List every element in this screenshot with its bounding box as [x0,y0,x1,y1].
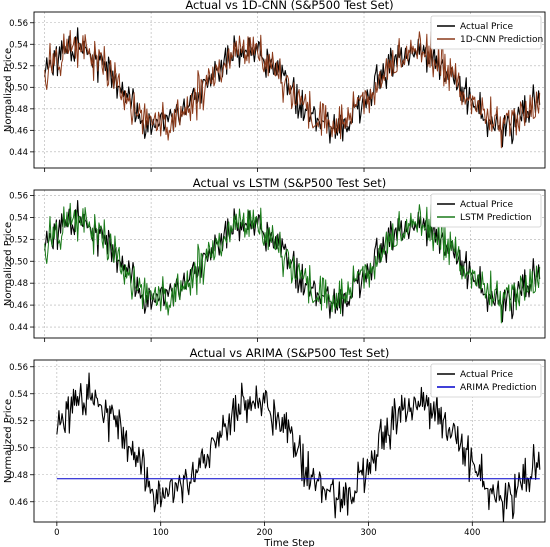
y-tick-label: 0.46 [9,126,28,136]
y-tick-label: 0.52 [9,417,28,427]
series-line-actual-price [44,27,541,148]
legend [430,193,542,228]
legend-label: Actual Price [460,22,513,32]
chart-title: Actual vs 1D-CNN (S&P500 Test Set) [185,0,393,12]
series-line-actual-price [56,372,541,523]
y-tick-label: 0.44 [9,323,28,333]
y-tick-label: 0.44 [9,148,28,158]
y-tick-label: 0.46 [9,498,28,508]
y-tick-label: 0.56 [9,191,28,201]
y-tick-label: 0.54 [9,40,28,50]
x-tick-label: 300 [360,528,376,538]
y-tick-label: 0.54 [9,213,28,223]
x-tick-label: 200 [256,528,272,538]
y-tick-label: 0.56 [9,19,28,29]
series-line-prediction [44,29,541,149]
plot-frame [33,359,546,523]
y-tick-label: 0.48 [9,471,28,481]
plot-frame [33,189,546,339]
legend-label: Actual Price [460,370,513,380]
plot-frame [33,11,546,169]
y-tick-label: 0.46 [9,301,28,311]
y-tick-label: 0.54 [9,390,28,400]
legend-label: Actual Price [460,200,513,210]
y-tick-label: 0.50 [9,444,28,454]
y-tick-label: 0.50 [9,257,28,267]
series-line-actual-price [44,200,541,323]
x-tick-label: 400 [464,528,480,538]
y-axis-label: Normalized Price [3,222,14,306]
y-tick-label: 0.56 [9,363,28,373]
legend-label: 1D-CNN Prediction [460,35,543,45]
x-tick-label: 100 [153,528,169,538]
y-axis-label: Normalized Price [3,399,14,483]
y-tick-label: 0.50 [9,83,28,93]
legend [430,15,542,50]
y-tick-label: 0.48 [9,279,28,289]
x-axis-label: Time Step [263,538,314,547]
legend [430,363,542,398]
y-axis-label: Normalized Price [3,48,14,132]
x-tick-label: 0 [54,528,59,538]
legend-label: ARIMA Prediction [460,383,537,393]
chart-title: Actual vs ARIMA (S&P500 Test Set) [190,346,390,360]
chart-title: Actual vs LSTM (S&P500 Test Set) [193,176,386,190]
y-tick-label: 0.52 [9,62,28,72]
series-line-prediction [44,202,541,324]
y-tick-label: 0.52 [9,235,28,245]
legend-label: LSTM Prediction [460,213,532,223]
y-tick-label: 0.48 [9,105,28,115]
